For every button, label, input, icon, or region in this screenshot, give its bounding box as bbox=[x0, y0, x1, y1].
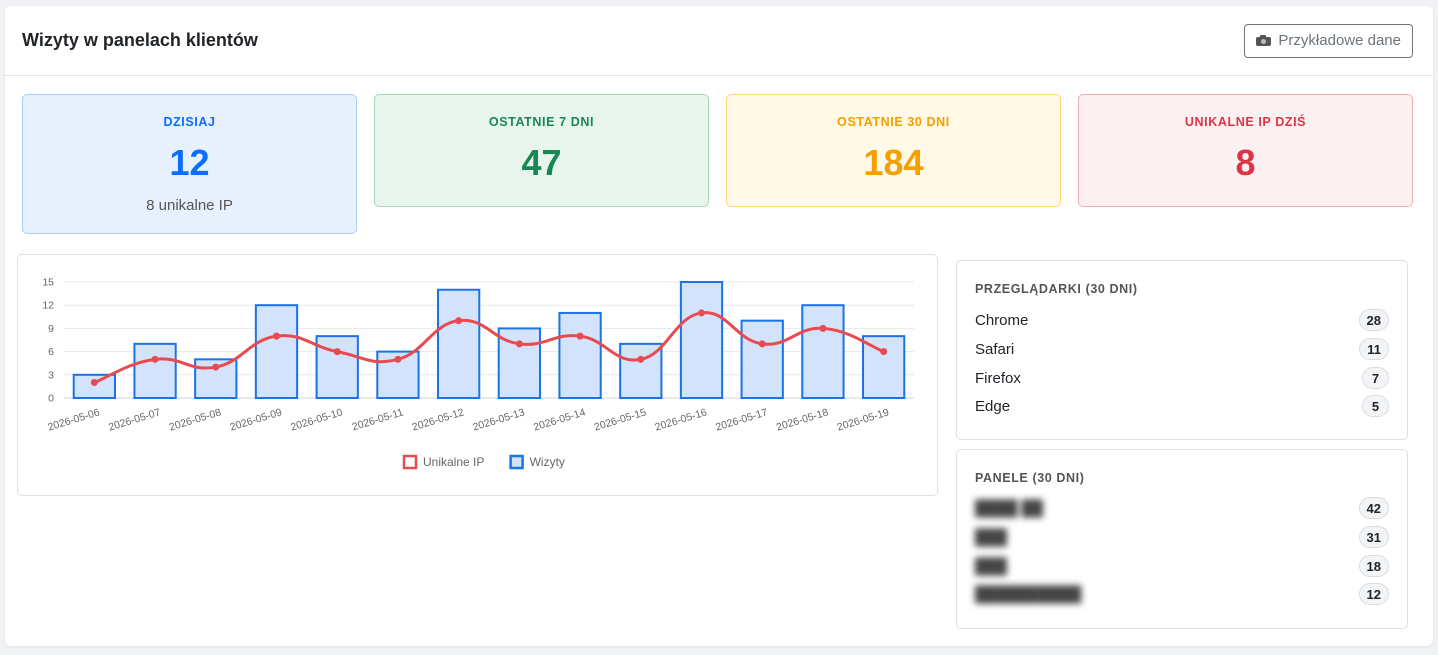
x-tick-label: 2026-05-10 bbox=[289, 406, 344, 433]
line-point bbox=[880, 348, 888, 356]
line-point bbox=[394, 355, 402, 363]
stat-value: 184 bbox=[863, 142, 924, 183]
bar bbox=[801, 304, 845, 400]
list-item: ███ 18 bbox=[975, 554, 1389, 578]
line-point bbox=[515, 340, 523, 348]
bar bbox=[72, 373, 116, 400]
x-tick-label: 2026-05-19 bbox=[836, 406, 891, 433]
line-point bbox=[455, 317, 463, 325]
unique-ip-line bbox=[93, 311, 885, 384]
y-tick-label: 0 bbox=[48, 393, 54, 405]
panels-title: PANELE (30 DNI) bbox=[975, 471, 1085, 485]
list-item: Edge 5 bbox=[975, 394, 1389, 418]
card-header: Wizyty w panelach klientów Przykładowe d… bbox=[5, 6, 1433, 76]
count-badge: 31 bbox=[1358, 526, 1389, 548]
line-point bbox=[576, 332, 584, 340]
stat-today: DZISIAJ 12 8 unikalne IP bbox=[22, 94, 357, 234]
list-item: Chrome 28 bbox=[975, 308, 1389, 332]
line-point bbox=[273, 332, 280, 340]
browser-name: Safari bbox=[975, 340, 1015, 358]
x-tick-label: 2026-05-09 bbox=[228, 406, 283, 433]
count-badge: 42 bbox=[1358, 497, 1389, 519]
browsers-title: PRZEGLĄDARKI (30 DNI) bbox=[975, 282, 1138, 296]
stat-value: 12 bbox=[169, 142, 210, 183]
list-item: ███ 31 bbox=[975, 525, 1389, 549]
list-item: Firefox 7 bbox=[975, 366, 1389, 390]
y-tick-label: 15 bbox=[42, 277, 54, 289]
line-point bbox=[212, 363, 220, 371]
sample-data-button[interactable]: Przykładowe dane bbox=[1244, 23, 1413, 58]
x-tick-label: 2026-05-11 bbox=[351, 406, 405, 433]
count-badge: 5 bbox=[1362, 395, 1389, 417]
y-tick-label: 9 bbox=[48, 323, 54, 335]
panel-name-redacted: ██████████ bbox=[975, 585, 1082, 603]
panel-name-redacted: ███ bbox=[975, 557, 1007, 575]
legend-swatch bbox=[509, 454, 524, 470]
x-tick-label: 2026-05-17 bbox=[714, 406, 769, 433]
browser-name: Chrome bbox=[975, 311, 1029, 329]
stat-label: UNIKALNE IP DZIŚ bbox=[1184, 115, 1307, 129]
legend-label: Unikalne IP bbox=[423, 455, 484, 469]
stat-subtext: 8 unikalne IP bbox=[146, 197, 233, 214]
bar bbox=[558, 311, 602, 399]
bar bbox=[679, 281, 724, 399]
list-item: ████ ██ 42 bbox=[975, 496, 1389, 520]
count-badge: 12 bbox=[1358, 583, 1389, 605]
legend-swatch bbox=[402, 454, 418, 470]
count-badge: 7 bbox=[1362, 367, 1389, 389]
x-tick-label: 2026-05-18 bbox=[775, 406, 830, 433]
count-badge: 28 bbox=[1358, 309, 1389, 331]
x-tick-label: 2026-05-15 bbox=[593, 406, 648, 433]
stat-last-7-days: OSTATNIE 7 DNI 47 bbox=[374, 94, 709, 207]
stat-last-30-days: OSTATNIE 30 DNI 184 bbox=[726, 94, 1061, 207]
y-tick-label: 12 bbox=[42, 300, 54, 312]
x-tick-label: 2026-05-07 bbox=[107, 406, 162, 433]
bar bbox=[437, 288, 481, 400]
stat-label: OSTATNIE 30 DNI bbox=[837, 115, 950, 129]
line-point bbox=[819, 324, 827, 332]
legend-label: Wizyty bbox=[530, 455, 565, 469]
x-tick-label: 2026-05-13 bbox=[471, 406, 526, 433]
panels-panel: PANELE (30 DNI) ████ ██ 42 ███ 31 ███ 18… bbox=[956, 449, 1408, 629]
line-point bbox=[637, 355, 645, 363]
bar bbox=[315, 335, 359, 399]
line-point bbox=[758, 340, 766, 348]
stat-label: OSTATNIE 7 DNI bbox=[488, 115, 595, 129]
page-title: Wizyty w panelach klientów bbox=[22, 30, 258, 50]
x-tick-label: 2026-05-14 bbox=[532, 406, 587, 433]
y-tick-label: 6 bbox=[48, 346, 54, 358]
panel-name-redacted: ████ ██ bbox=[975, 499, 1043, 517]
sample-data-label: Przykładowe dane bbox=[1278, 32, 1401, 49]
line-point bbox=[698, 309, 705, 317]
bar bbox=[194, 358, 238, 400]
line-point bbox=[333, 348, 341, 356]
bar bbox=[740, 319, 784, 399]
bar bbox=[133, 342, 177, 400]
bar bbox=[254, 304, 299, 400]
line-point bbox=[151, 355, 159, 363]
x-tick-label: 2026-05-16 bbox=[653, 406, 708, 433]
x-tick-label: 2026-05-08 bbox=[168, 406, 223, 433]
browser-name: Firefox bbox=[975, 369, 1021, 387]
x-tick-label: 2026-05-12 bbox=[411, 406, 466, 433]
count-badge: 11 bbox=[1359, 338, 1389, 360]
list-item: ██████████ 12 bbox=[975, 582, 1389, 606]
line-point bbox=[90, 379, 98, 387]
visits-chart-panel: 0 3 6 9 12 15 2026-05-06 2026-05-07 2026-05-08 20… bbox=[17, 254, 938, 496]
camera-icon bbox=[1256, 35, 1272, 46]
stat-value: 8 bbox=[1235, 142, 1256, 183]
panel-name-redacted: ███ bbox=[975, 528, 1007, 546]
list-item: Safari 11 bbox=[975, 337, 1389, 361]
y-tick-label: 3 bbox=[48, 369, 54, 381]
stat-unique-ip-today: UNIKALNE IP DZIŚ 8 bbox=[1078, 94, 1413, 207]
browser-name: Edge bbox=[975, 397, 1011, 415]
x-tick-label: 2026-05-06 bbox=[46, 406, 101, 433]
count-badge: 18 bbox=[1358, 555, 1389, 577]
browsers-panel: PRZEGLĄDARKI (30 DNI) Chrome 28 Safari 1… bbox=[956, 260, 1408, 440]
stat-value: 47 bbox=[521, 142, 562, 183]
stat-label: DZISIAJ bbox=[163, 115, 216, 129]
